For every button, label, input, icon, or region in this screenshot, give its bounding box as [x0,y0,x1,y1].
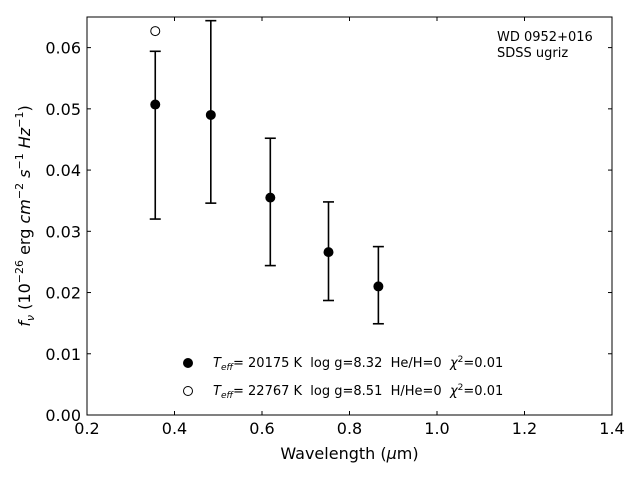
y-tick-label: 0.01 [45,345,81,364]
x-axis-label: Wavelength (μm) [280,444,418,463]
legend-label-filled: Teff= 20175 K log g=8.32 He/H=0 χ2=0.01 [213,355,503,373]
legend-label-open: Teff= 22767 K log g=8.51 H/He=0 χ2=0.01 [213,383,503,401]
y-tick-label: 0.03 [45,222,81,241]
x-tick-label: 1.2 [512,419,537,438]
model-point-filled [205,109,216,120]
y-tick-label: 0.06 [45,39,81,58]
plot-area [86,16,613,416]
legend: Teff= 20175 K log g=8.32 He/H=0 χ2=0.01 … [183,355,503,401]
y-tick-label: 0.00 [45,406,81,425]
model-point-open [150,26,161,37]
y-tick-label: 0.05 [45,100,81,119]
legend-marker-open [183,386,193,396]
x-tick-label: 0.4 [162,419,187,438]
x-tick-label: 0.2 [74,419,99,438]
y-tick-label: 0.04 [45,161,81,180]
data-points [150,26,384,292]
model-point-filled [323,247,334,258]
annotation-survey-name: SDSS ugriz [497,46,568,61]
axis-ticks: 0.2 0.4 0.6 0.8 1.0 1.2 1.4 0.00 0.01 0.02 0.03 0.0… [45,17,625,438]
x-tick-label: 1.4 [599,419,624,438]
model-point-filled [150,99,161,110]
x-tick-label: 1.0 [424,419,449,438]
model-point-filled [373,281,384,292]
legend-marker-filled [183,358,193,368]
model-point-filled [265,192,276,203]
x-tick-label: 0.6 [249,419,274,438]
annotation-object-name: WD 0952+016 [497,30,593,45]
y-tick-label: 0.02 [45,284,81,303]
y-axis-label: fν (10−26 erg cm−2 s−1 Hz−1) [13,105,37,326]
x-tick-label: 0.8 [337,419,362,438]
